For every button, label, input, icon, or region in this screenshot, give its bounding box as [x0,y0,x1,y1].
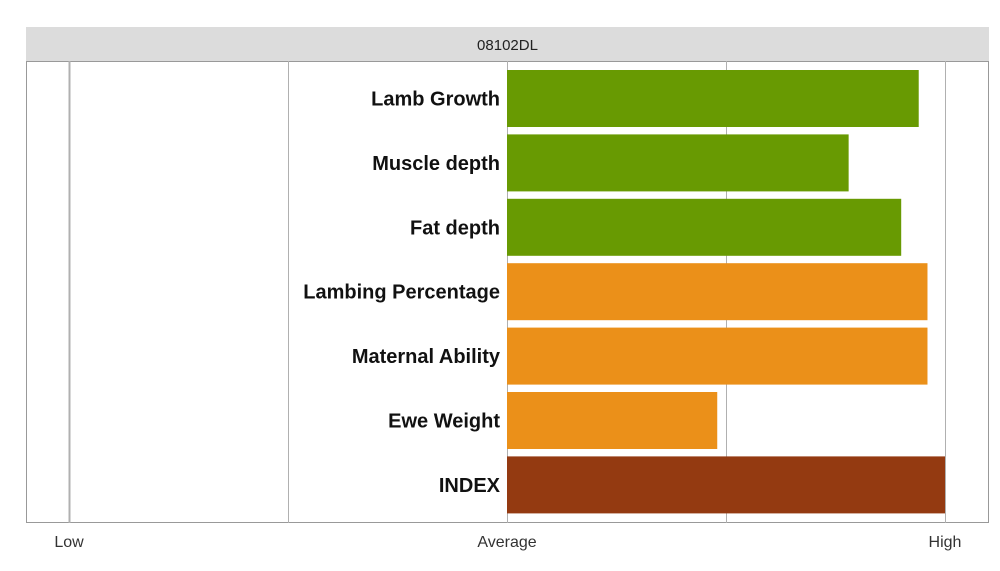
bars [507,70,945,514]
bar [507,327,928,385]
x-tick-label: High [929,534,962,551]
category-labels: Lamb Growth Muscle depth Fat depth Lambing … [303,89,501,497]
bar [507,263,928,321]
x-tick-label: Average [477,534,536,551]
chart-title-bar [26,27,989,61]
category-label: Lamb Growth [371,89,500,111]
x-tick-label: Low [54,534,84,551]
bar [507,134,849,192]
category-label: Lambing Percentage [303,282,500,304]
chart-title: 08102DL [477,37,538,54]
bar [507,70,919,127]
bar [507,198,902,256]
x-axis-ticks: Low Average High [54,534,961,551]
category-label: Maternal Ability [352,346,501,368]
category-label: Ewe Weight [388,411,500,433]
bar [507,456,945,514]
category-label: Muscle depth [372,153,500,175]
bar [507,392,718,449]
category-label: Fat depth [410,217,500,239]
category-label: INDEX [439,475,501,497]
